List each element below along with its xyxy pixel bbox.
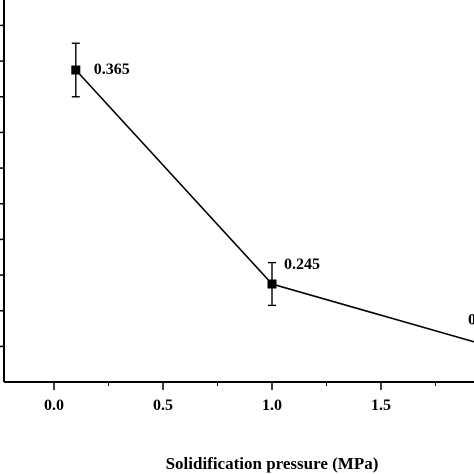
x-tick-label-1: 0.5	[153, 397, 173, 414]
x-tick-label-3: 1.5	[371, 397, 391, 414]
x-axis-title: Solidification pressure (MPa)	[166, 454, 379, 473]
x-tick-label-2: 1.0	[262, 397, 282, 414]
data-label-1: 0.245	[284, 256, 320, 273]
data-point-1	[267, 279, 277, 289]
data-label-2: 0.2	[468, 311, 474, 328]
x-tick-label-0: 0.0	[44, 397, 64, 414]
data-label-0: 0.365	[94, 61, 130, 78]
data-point-0	[71, 65, 81, 75]
